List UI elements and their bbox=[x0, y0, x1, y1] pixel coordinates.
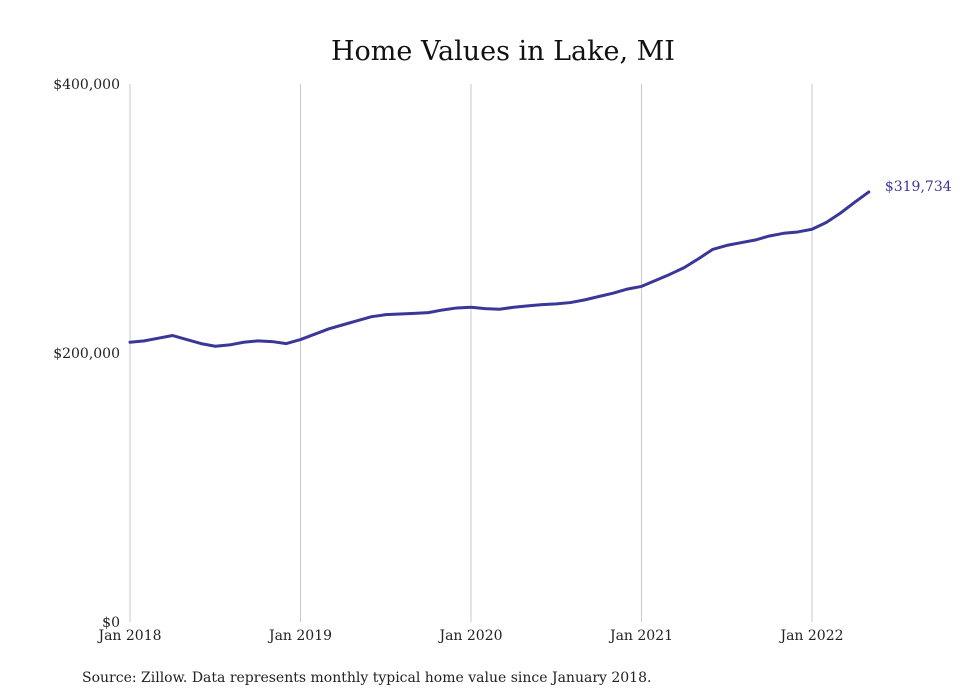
x-tick-label-jan-2020: Jan 2020 bbox=[437, 628, 502, 644]
x-tick-label-jan-2022: Jan 2022 bbox=[778, 628, 843, 644]
y-tick-label-0: $0 bbox=[102, 615, 120, 631]
end-value-label: $319,734 bbox=[885, 179, 952, 195]
y-axis-ticks: $0 $200,000 $400,000 bbox=[53, 77, 120, 631]
y-tick-label-200-000: $200,000 bbox=[53, 346, 120, 362]
series-line-0 bbox=[128, 190, 871, 348]
grid bbox=[129, 84, 813, 622]
chart-title: Home Values in Lake, MI bbox=[331, 36, 675, 67]
x-axis-ticks: Jan 2018 Jan 2019 Jan 2020 Jan 2021 Jan 2022 bbox=[96, 628, 843, 644]
x-tick-label-jan-2021: Jan 2021 bbox=[608, 628, 673, 644]
x-tick-label-jan-2019: Jan 2019 bbox=[267, 628, 332, 644]
source-note: Source: Zillow. Data represents monthly … bbox=[82, 670, 651, 686]
series-layer: $319,734 bbox=[128, 179, 952, 348]
x-tick-label-jan-2018: Jan 2018 bbox=[96, 628, 161, 644]
y-tick-label-400-000: $400,000 bbox=[53, 77, 120, 93]
